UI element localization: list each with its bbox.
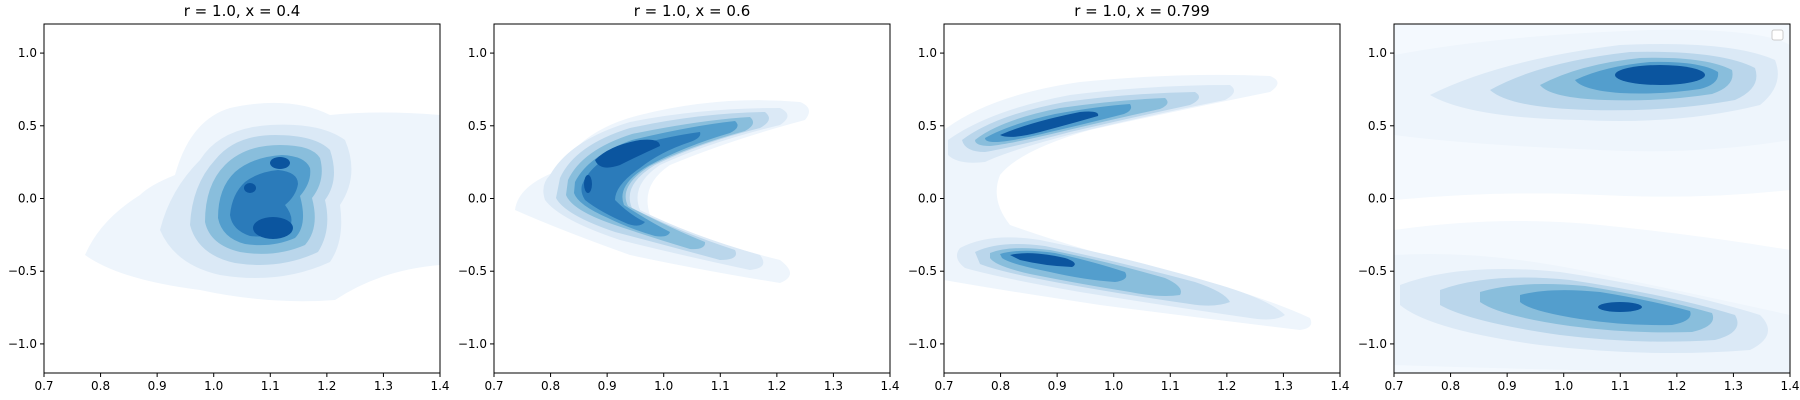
panel-4-xtick-label: 1.1: [1611, 379, 1630, 393]
panel-1-xtick-label: 1.3: [374, 379, 393, 393]
panel-3-xtick-label: 1.2: [1217, 379, 1236, 393]
panel-4-xtick-label: 0.7: [1384, 379, 1403, 393]
axes-layer: 0.7 0.8 0.9 1.0 1.1 1.2 1.3 1.4 −1.0 −0.5 0.0 0.5 1.…: [8, 46, 1800, 393]
panel-1-xtick-label: 1.4: [430, 379, 449, 393]
panel-1-density: [85, 102, 440, 302]
panel-2-ytick-label: −0.5: [458, 264, 487, 278]
p4-level-5: [1520, 61, 1719, 326]
panel-2-density: [515, 100, 809, 284]
panel-3-title: r = 1.0, x = 0.799: [1074, 2, 1210, 20]
panel-3-ytick-label: 0.0: [918, 192, 937, 206]
panel-2-ytick-label: 0.0: [468, 192, 487, 206]
panel-3-ytick-label: −1.0: [908, 337, 937, 351]
panel-4-xtick-label: 0.8: [1441, 379, 1460, 393]
p3-peak-2: [1010, 253, 1075, 267]
panel-4-ytick-label: 0.5: [1368, 119, 1387, 133]
panel-3-xtick-label: 1.3: [1274, 379, 1293, 393]
panel-1: r = 1.0, x = 0.4: [43, 2, 441, 374]
panel-3: r = 1.0, x = 0.799: [943, 2, 1341, 374]
panel-3-ytick-label: 1.0: [918, 46, 937, 60]
panel-3-xtick-label: 1.4: [1330, 379, 1349, 393]
p4-peak-1: [1615, 65, 1705, 85]
panel-4: [1393, 23, 1791, 374]
panel-2-xtick-label: 0.7: [484, 379, 503, 393]
panel-1-xtick-label: 1.2: [317, 379, 336, 393]
panel-4-ytick-label: 0.0: [1368, 192, 1387, 206]
panel-2-xtick-label: 0.8: [541, 379, 560, 393]
panel-2-xtick-label: 1.2: [767, 379, 786, 393]
panel-1-ytick-label: −0.5: [8, 264, 37, 278]
panel-2-title: r = 1.0, x = 0.6: [634, 2, 751, 20]
p2-peak-1: [595, 139, 660, 168]
p1-peak-3: [244, 183, 256, 193]
p1-peak-2: [270, 157, 290, 169]
panel-1-xtick-label: 0.7: [34, 379, 53, 393]
panel-2-ytick-label: 0.5: [468, 119, 487, 133]
panel-2-xtick-label: 0.9: [598, 379, 617, 393]
panel-3-ytick-label: −0.5: [908, 264, 937, 278]
panel-2-xtick-label: 1.0: [654, 379, 673, 393]
panel-2-xtick-label: 1.3: [824, 379, 843, 393]
p4-peak-2: [1598, 302, 1642, 312]
panel-3-xtick-label: 0.8: [991, 379, 1010, 393]
legend-box: [1771, 29, 1784, 41]
p1-peak-1: [253, 217, 293, 239]
panel-2-ytick-label: −1.0: [458, 337, 487, 351]
panel-4-ytick-label: −1.0: [1358, 337, 1387, 351]
panel-3-xtick-label: 0.7: [934, 379, 953, 393]
panel-4-xtick-label: 1.2: [1667, 379, 1686, 393]
panel-3-density: [944, 74, 1312, 330]
panel-3-ytick-label: 0.5: [918, 119, 937, 133]
panel-3-xtick-label: 1.1: [1161, 379, 1180, 393]
panel-2-xtick-label: 1.1: [711, 379, 730, 393]
p3-level-4: [975, 98, 1181, 296]
panel-3-xtick-label: 1.0: [1104, 379, 1123, 393]
p4-level-2: [1400, 44, 1778, 354]
panel-1-xtick-label: 0.8: [91, 379, 110, 393]
panel-1-xtick-label: 0.9: [148, 379, 167, 393]
panel-4-xtick-label: 1.0: [1554, 379, 1573, 393]
panel-3-xtick-label: 0.9: [1048, 379, 1067, 393]
panel-4-ytick-label: 1.0: [1368, 46, 1387, 60]
panel-4-density: [1394, 24, 1790, 373]
panel-1-ytick-label: −1.0: [8, 337, 37, 351]
panel-1-title: r = 1.0, x = 0.4: [184, 2, 301, 20]
p3-peak-1: [1000, 111, 1099, 137]
panel-4-xtick-label: 1.3: [1724, 379, 1743, 393]
panel-1-xtick-label: 1.1: [261, 379, 280, 393]
panel-4-ytick-label: −0.5: [1358, 264, 1387, 278]
panel-2-ytick-label: 1.0: [468, 46, 487, 60]
panel-4-xtick-label: 1.4: [1780, 379, 1799, 393]
panel-1-ytick-label: 1.0: [18, 46, 37, 60]
panel-1-ytick-label: 0.0: [18, 192, 37, 206]
panel-1-ytick-label: 0.5: [18, 119, 37, 133]
panel-4-xtick-label: 0.9: [1498, 379, 1517, 393]
p2-peak-2: [584, 175, 592, 193]
panel-2: r = 1.0, x = 0.6: [493, 2, 891, 374]
panel-2-xtick-label: 1.4: [880, 379, 899, 393]
panel-1-xtick-label: 1.0: [204, 379, 223, 393]
